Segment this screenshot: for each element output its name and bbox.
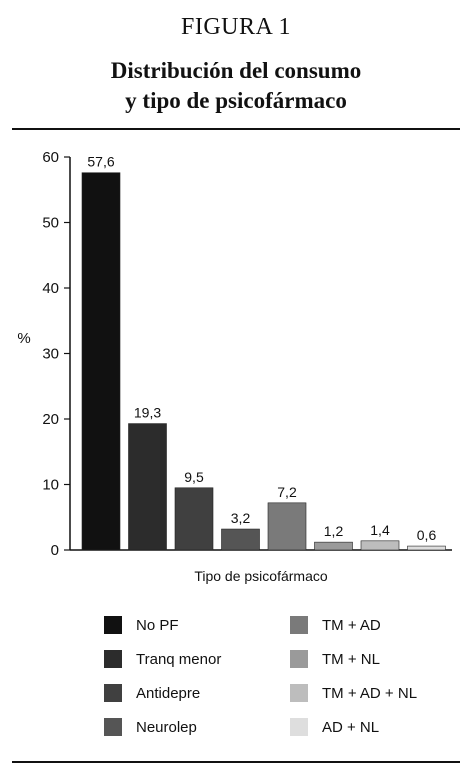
legend-label: TM + AD + NL <box>322 684 418 702</box>
legend-item: TM + NL <box>290 650 380 668</box>
legend-label: TM + NL <box>322 650 380 668</box>
y-tick-label: 30 <box>42 346 59 363</box>
bar-1 <box>81 172 121 551</box>
legend-swatch <box>290 616 308 634</box>
bar-value-label: 1,4 <box>370 522 390 538</box>
legend-label: Neurolep <box>136 718 197 736</box>
y-axis-label: % <box>17 330 30 347</box>
y-tick-label: 0 <box>51 542 59 559</box>
legend-item: AD + NL <box>290 718 379 736</box>
chart-legend: No PF Tranq menor Antidepre Neurolep TM + AD… <box>0 616 472 756</box>
legend-swatch <box>290 650 308 668</box>
legend-label: AD + NL <box>322 718 380 736</box>
legend-swatch <box>104 684 122 702</box>
bar-value-label: 7,2 <box>277 484 297 500</box>
legend-swatch <box>104 650 122 668</box>
bar-5 <box>267 502 307 551</box>
figure-title: Distribución del consumo y tipo de psico… <box>0 56 472 116</box>
bar-8 <box>407 545 446 551</box>
legend-swatch <box>104 718 122 736</box>
legend-label: No PF <box>136 616 179 634</box>
legend-swatch <box>104 616 122 634</box>
bar-value-label: 57,6 <box>87 154 114 170</box>
legend-item: Neurolep <box>104 718 197 736</box>
bar-value-label: 1,2 <box>324 523 344 539</box>
legend-label: TM + AD <box>322 616 381 634</box>
bar-7 <box>360 540 400 551</box>
legend-label: Tranq menor <box>136 650 222 668</box>
bar-value-label: 9,5 <box>184 469 204 485</box>
bottom-rule <box>12 761 460 763</box>
y-tick-label: 60 <box>42 149 59 166</box>
bar-value-label: 19,3 <box>134 405 161 421</box>
bar-3 <box>174 487 214 551</box>
bar-2 <box>128 423 167 551</box>
y-tick-label: 40 <box>42 280 59 297</box>
y-tick-label: 20 <box>42 411 59 428</box>
bar-4 <box>221 528 260 551</box>
legend-item: TM + AD + NL <box>290 684 417 702</box>
x-axis-label: Tipo de psicofármaco <box>194 568 328 584</box>
legend-item: No PF <box>104 616 179 634</box>
figure-label: FIGURA 1 <box>180 14 292 40</box>
legend-item: Antidepre <box>104 684 200 702</box>
legend-label: Antidepre <box>136 684 201 702</box>
legend-swatch <box>290 718 308 736</box>
bar-6 <box>314 541 353 551</box>
top-rule <box>12 128 460 130</box>
y-tick-label: 50 <box>42 215 59 232</box>
bar-value-label: 0,6 <box>417 527 437 543</box>
bar-value-label: 3,2 <box>231 510 251 526</box>
legend-swatch <box>290 684 308 702</box>
bar-chart: 0 10 20 30 40 50 60% 57,6 19,3 9,5 3,2 7,2 1,2 1,4 0,6… <box>17 149 452 584</box>
figure-title-line-1: Distribución del consumo <box>110 58 362 83</box>
y-tick-label: 10 <box>42 477 59 494</box>
figure-title-line-2: y tipo de psicofármaco <box>125 88 347 113</box>
legend-item: TM + AD <box>290 616 381 634</box>
legend-item: Tranq menor <box>104 650 221 668</box>
